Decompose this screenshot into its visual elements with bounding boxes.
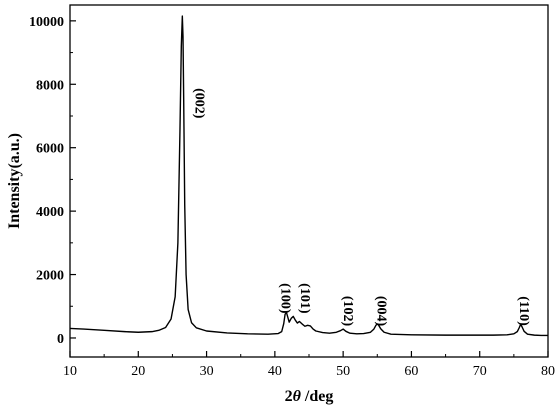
- x-tick-label: 40: [268, 364, 282, 379]
- peak-label: (101): [297, 283, 312, 314]
- y-tick-label: 8000: [36, 78, 64, 93]
- xrd-pattern-line: [69, 15, 548, 337]
- x-axis-label: 2θ /deg: [285, 388, 334, 405]
- peak-label: (002): [192, 88, 207, 119]
- x-tick-label: 50: [336, 364, 350, 379]
- peak-label: (110): [516, 296, 531, 326]
- x-tick-label: 20: [131, 364, 145, 379]
- tick-labels: 10 20 30 40 50 60 70 80 0 2000 4000 6000 8000 10000: [29, 15, 555, 379]
- y-tick-label: 0: [57, 332, 64, 347]
- axis-ticks: [69, 20, 549, 357]
- x-tick-label: 80: [541, 364, 555, 379]
- x-tick-label: 70: [473, 364, 487, 379]
- x-tick-label: 30: [200, 364, 214, 379]
- x-tick-label: 60: [404, 364, 418, 379]
- peak-label: (100): [278, 283, 293, 314]
- y-tick-label: 2000: [36, 269, 64, 284]
- x-tick-label: 10: [63, 364, 77, 379]
- y-tick-label: 6000: [36, 142, 64, 157]
- y-tick-label: 10000: [29, 15, 64, 30]
- peak-labels: (002) (100) (101) (102) (004) (110): [192, 88, 531, 326]
- y-axis-label: Intensity(a.u.): [6, 133, 23, 229]
- peak-label: (102): [340, 296, 355, 327]
- y-tick-label: 4000: [36, 205, 64, 220]
- peak-label: (004): [373, 296, 388, 327]
